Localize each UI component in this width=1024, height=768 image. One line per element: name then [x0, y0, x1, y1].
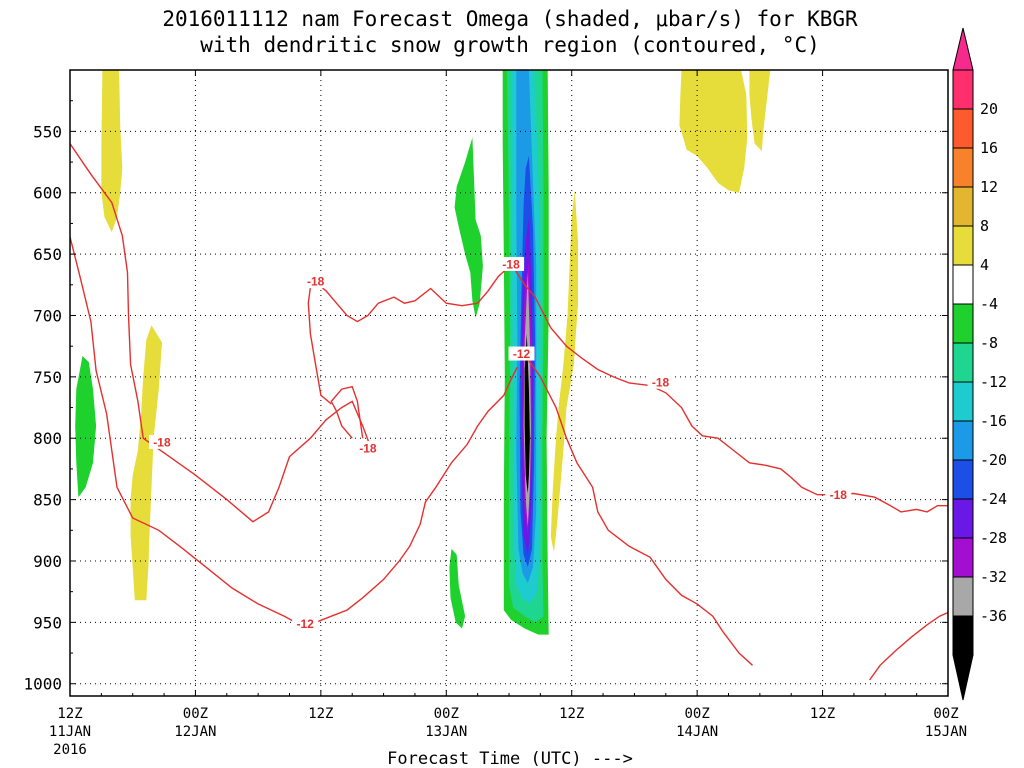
x-tick-label: 00Z [434, 706, 459, 722]
y-tick-label: 600 [33, 184, 62, 203]
x-tick-sublabel: 15JAN [925, 724, 967, 740]
colorbar-bottom-arrow [952, 654, 974, 701]
x-tick-sublabel: 11JAN [49, 724, 91, 740]
contour-label: -18 [153, 435, 171, 449]
y-tick-label: 700 [33, 306, 62, 325]
contour-label-bg [302, 274, 329, 289]
contour-label: -18 [830, 488, 848, 502]
colorbar-segment [952, 108, 974, 149]
x-tick-label: 12Z [57, 706, 82, 722]
colorbar-segment [952, 420, 974, 461]
x-tick-sublabel: 13JAN [425, 724, 467, 740]
colorbar-segment [952, 537, 974, 578]
contour-line-4 [70, 236, 519, 626]
colorbar-segment [952, 303, 974, 344]
x-tick-label: 00Z [684, 706, 709, 722]
chart-title-line1: 2016011112 nam Forecast Omega (shaded, μ… [162, 7, 858, 31]
colorbar-segment [952, 147, 974, 188]
colorbar-label: 8 [980, 217, 989, 235]
colorbar-top-arrow [952, 27, 974, 71]
omega-shading-layer [75, 70, 771, 635]
colorbar-label: -32 [980, 568, 1007, 586]
contour-label-bg [498, 256, 525, 271]
omega-region-0 [101, 70, 123, 232]
y-tick-label: 650 [33, 245, 62, 264]
y-tick-label: 950 [33, 613, 62, 632]
contour-line-0 [70, 143, 372, 523]
pressure-axis: 550 600 650 700 750 800 850 900 950 1000 [23, 100, 948, 694]
x-tick-label: 00Z [183, 706, 208, 722]
colorbar-label: -20 [980, 451, 1007, 469]
contour-line-3 [513, 268, 948, 513]
colorbar-label: -24 [980, 490, 1007, 508]
chart-title-line2: with dendritic snow growth region (conto… [200, 33, 820, 57]
omega-colorbar: 20 16 12 8 4 -4 -8 -12 -16 -20 -24 -28 -32 -36 [952, 27, 1007, 701]
omega-region-15 [679, 70, 748, 193]
colorbar-label: 16 [980, 139, 998, 157]
colorbar-label: 12 [980, 178, 998, 196]
contour-label-bg [292, 616, 319, 631]
contour-label-bg [825, 487, 852, 502]
contour-label: -18 [652, 375, 670, 389]
time-axis: 12Z 11JAN 2016 00Z 12JAN 12Z 00Z 13JAN 12Z 00Z 14J… [49, 70, 967, 758]
colorbar-segment [952, 186, 974, 227]
contour-label: -12 [513, 347, 531, 361]
x-axis-label: Forecast Time (UTC) ---> [387, 749, 633, 768]
x-tick-label: 12Z [308, 706, 333, 722]
omega-region-3 [454, 137, 483, 318]
colorbar-segment [952, 459, 974, 500]
contour-line-5 [524, 354, 753, 666]
omega-region-16 [749, 70, 771, 151]
omega-region-2 [75, 356, 97, 498]
y-tick-label: 750 [33, 368, 62, 387]
contour-line-2 [307, 268, 508, 405]
x-tick-sublabel: 12JAN [174, 724, 216, 740]
y-tick-label: 1000 [23, 675, 62, 694]
colorbar-label: -8 [980, 334, 998, 352]
omega-region-4 [449, 548, 466, 629]
x-tick-sublabel: 14JAN [676, 724, 718, 740]
colorbar-segment [952, 264, 974, 305]
colorbar-label: -12 [980, 373, 1007, 391]
colorbar-label: 20 [980, 100, 998, 118]
temperature-contours: -18 -18 -18 -18 -12 -18 -18 -12 [70, 143, 948, 681]
contour-label-bg [647, 374, 674, 389]
contour-label-bg [508, 346, 535, 361]
colorbar-segment [952, 342, 974, 383]
contour-label-bg [354, 441, 381, 456]
colorbar-segment [952, 576, 974, 617]
x-tick-year-label: 2016 [53, 742, 87, 758]
y-tick-label: 850 [33, 491, 62, 510]
omega-region-13 [524, 333, 530, 494]
colorbar-label: -36 [980, 607, 1007, 625]
colorbar-label: -4 [980, 295, 998, 313]
contour-label: -18 [502, 257, 520, 271]
contour-label: -12 [297, 617, 315, 631]
colorbar-segment [952, 615, 974, 656]
x-tick-label: 12Z [559, 706, 584, 722]
contour-label-bg [148, 434, 175, 449]
colorbar-segment [952, 498, 974, 539]
contour-line-6 [869, 611, 948, 681]
y-tick-label: 800 [33, 429, 62, 448]
colorbar-label: -16 [980, 412, 1007, 430]
y-tick-label: 900 [33, 552, 62, 571]
x-tick-label: 12Z [810, 706, 835, 722]
x-tick-label: 00Z [933, 706, 958, 722]
y-tick-label: 550 [33, 122, 62, 141]
colorbar-segment [952, 381, 974, 422]
colorbar-segment [952, 69, 974, 110]
contour-label: -18 [307, 275, 325, 289]
colorbar-segment [952, 225, 974, 266]
colorbar-label: 4 [980, 256, 989, 274]
contour-label: -18 [359, 442, 377, 456]
colorbar-label: -28 [980, 529, 1007, 547]
omega-region-1 [130, 325, 162, 601]
contour-line-1 [330, 385, 364, 439]
omega-region-14 [550, 190, 578, 553]
